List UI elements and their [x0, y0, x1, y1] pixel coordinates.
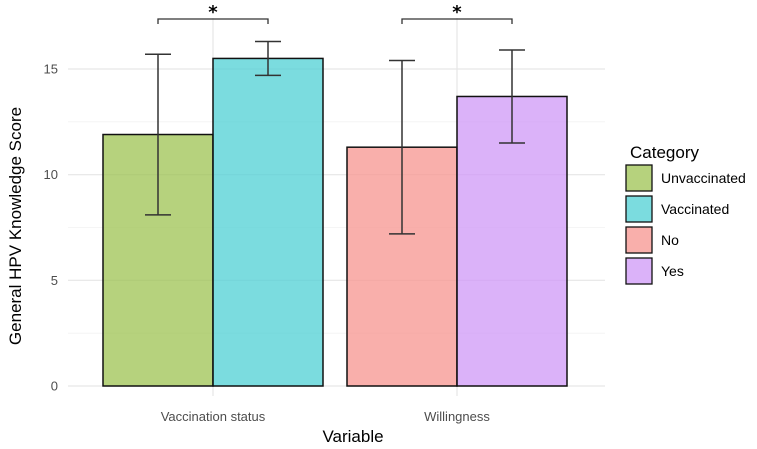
- x-axis-ticks: Vaccination status Willingness: [161, 409, 491, 424]
- y-tick-label: 5: [51, 273, 58, 288]
- legend-label-no: No: [661, 232, 679, 248]
- y-tick-label: 10: [44, 167, 58, 182]
- legend-key-no: [625, 226, 653, 254]
- legend-title: Category: [630, 143, 699, 162]
- bar-vaccinated: [212, 57, 324, 387]
- significance-star: *: [208, 2, 218, 23]
- legend-key-unvaccinated: [625, 164, 653, 192]
- legend-key-vaccinated: [625, 195, 653, 223]
- significance-bracket: [401, 18, 513, 24]
- x-tick-label: Willingness: [424, 409, 490, 424]
- bar-yes: [456, 95, 568, 387]
- x-tick-label: Vaccination status: [161, 409, 266, 424]
- significance-star: *: [452, 2, 462, 23]
- bars: [102, 57, 568, 387]
- y-tick-label: 15: [44, 62, 58, 77]
- x-axis-title: Variable: [322, 427, 383, 446]
- legend-key-yes: [625, 257, 653, 285]
- error-bars: [145, 40, 525, 235]
- y-tick-label: 0: [51, 379, 58, 394]
- significance-brackets: * *: [157, 2, 513, 24]
- y-axis-title: General HPV Knowledge Score: [6, 107, 25, 345]
- significance-bracket: [157, 18, 269, 24]
- legend-label-yes: Yes: [661, 263, 684, 279]
- legend-label-vaccinated: Vaccinated: [661, 201, 729, 217]
- legend-label-unvaccinated: Unvaccinated: [661, 170, 746, 186]
- legend: Category Unvaccinated Vaccinated No Yes: [625, 143, 746, 285]
- y-axis-ticks: 0 5 10 15: [44, 62, 58, 394]
